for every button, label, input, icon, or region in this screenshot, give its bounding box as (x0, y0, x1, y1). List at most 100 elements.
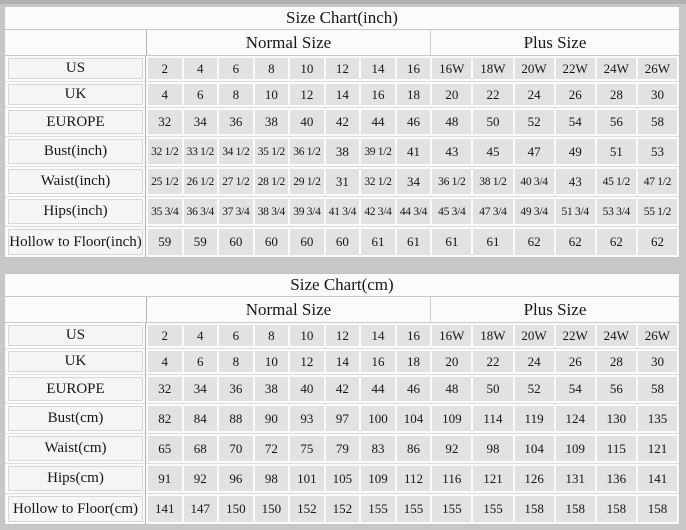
row-label-cell: Waist(cm) (5, 434, 146, 463)
size-value-cell: 46 (396, 110, 431, 134)
size-value-cell: 32 (148, 377, 182, 401)
size-value-cell: 54 (555, 110, 595, 134)
size-value-cell: 16 (361, 84, 395, 105)
page-background: Size Chart(inch) Normal Size Plus Size U… (0, 4, 686, 525)
size-value-cell: 155 (473, 496, 513, 522)
size-value-cell: 60 (290, 229, 324, 255)
row-label-cell: US (5, 56, 146, 81)
size-value-cell: 130 (596, 406, 636, 431)
size-value-cell: 34 1/2 (219, 139, 253, 164)
size-value-cell: 152 (290, 496, 324, 522)
size-value-cell: 8 (254, 325, 289, 346)
size-value-cell: 30 (637, 351, 677, 372)
size-value-cell: 46 (396, 377, 431, 401)
row-label: US (8, 58, 143, 79)
size-value-cell: 109 (555, 436, 595, 461)
row-label: EUROPE (8, 110, 143, 134)
size-value-cell: 101 (290, 466, 324, 491)
size-value-cell: 34 (183, 377, 218, 401)
size-value-cell: 32 1/2 (361, 169, 395, 194)
size-value-cell: 43 (555, 169, 595, 194)
row-values: 91 92 96 98 101 105 109 112 116 121 126 131 136 141 (146, 464, 679, 493)
row-label: US (8, 325, 143, 346)
size-value-cell: 121 (473, 466, 513, 491)
row-label: Waist(inch) (8, 169, 143, 194)
size-value-cell: 4 (183, 58, 218, 79)
size-value-cell: 6 (183, 351, 218, 372)
size-value-cell: 10 (290, 325, 324, 346)
size-value-cell: 98 (473, 436, 513, 461)
size-value-cell: 42 3/4 (361, 199, 395, 224)
size-value-cell: 36 (219, 110, 253, 134)
size-value-cell: 50 (473, 110, 513, 134)
size-value-cell: 147 (183, 496, 218, 522)
size-value-cell: 35 1/2 (254, 139, 289, 164)
size-value-cell: 24W (596, 325, 636, 346)
size-value-cell: 109 (432, 406, 472, 431)
size-value-cell: 38 1/2 (473, 169, 513, 194)
size-value-cell: 91 (148, 466, 182, 491)
size-value-cell: 53 (637, 139, 677, 164)
size-value-cell: 20 (432, 84, 472, 105)
size-value-cell: 97 (325, 406, 360, 431)
table-row: US 2 4 6 8 10 12 14 16 16W 18W 20W 22W 24W 26W (5, 323, 679, 349)
size-chart-table-inch: Size Chart(inch) Normal Size Plus Size U… (4, 6, 680, 258)
size-value-cell: 29 1/2 (290, 169, 324, 194)
table-row: Waist(inch) 25 1/2 26 1/2 27 1/2 28 1/2 29 1/… (5, 167, 679, 197)
table-row: Hollow to Floor(cm) 141 147 150 150 152 152 155… (5, 494, 679, 524)
row-label: Hollow to Floor(inch) (8, 229, 143, 255)
size-value-cell: 36 3/4 (183, 199, 218, 224)
size-value-cell: 10 (254, 84, 289, 105)
size-value-cell: 68 (183, 436, 218, 461)
size-value-cell: 38 (254, 110, 289, 134)
size-value-cell: 45 3/4 (432, 199, 472, 224)
size-value-cell: 26 (555, 84, 595, 105)
size-value-cell: 4 (183, 325, 218, 346)
size-value-cell: 150 (219, 496, 253, 522)
table-row: Waist(cm) 65 68 70 72 75 79 83 86 92 98 104 109 115 12… (5, 434, 679, 464)
size-value-cell: 48 (432, 110, 472, 134)
row-label: UK (8, 351, 143, 372)
size-value-cell: 93 (290, 406, 324, 431)
size-value-cell: 155 (361, 496, 395, 522)
size-value-cell: 22W (555, 58, 595, 79)
table-gap (4, 258, 682, 273)
size-value-cell: 158 (555, 496, 595, 522)
size-value-cell: 158 (514, 496, 554, 522)
size-value-cell: 24 (514, 84, 554, 105)
size-value-cell: 34 (183, 110, 218, 134)
size-value-cell: 104 (396, 406, 431, 431)
size-value-cell: 49 3/4 (514, 199, 554, 224)
size-value-cell: 59 (148, 229, 182, 255)
size-value-cell: 20W (514, 58, 554, 79)
size-value-cell: 131 (555, 466, 595, 491)
size-value-cell: 16 (361, 351, 395, 372)
size-value-cell: 152 (325, 496, 360, 522)
size-value-cell: 28 1/2 (254, 169, 289, 194)
size-value-cell: 32 1/2 (148, 139, 182, 164)
size-value-cell: 12 (290, 351, 324, 372)
size-value-cell: 121 (637, 436, 677, 461)
size-value-cell: 58 (637, 110, 677, 134)
row-values: 82 84 88 90 93 97 100 104 109 114 119 124 130 135 (146, 404, 679, 433)
table-row: Hips(cm) 91 92 96 98 101 105 109 112 116 121 126 131… (5, 464, 679, 494)
size-value-cell: 12 (325, 58, 360, 79)
size-value-cell: 44 (361, 377, 395, 401)
size-value-cell: 116 (432, 466, 472, 491)
size-value-cell: 92 (183, 466, 218, 491)
size-value-cell: 14 (361, 325, 395, 346)
column-group-header-row: Normal Size Plus Size (5, 297, 679, 323)
size-value-cell: 55 1/2 (637, 199, 677, 224)
size-value-cell: 48 (432, 377, 472, 401)
size-value-cell: 109 (361, 466, 395, 491)
row-label-cell: Hollow to Floor(cm) (5, 494, 146, 524)
size-value-cell: 49 (555, 139, 595, 164)
size-value-cell: 82 (148, 406, 182, 431)
size-value-cell: 150 (254, 496, 289, 522)
row-values: 141 147 150 150 152 152 155 155 155 155 158 158 158 1… (146, 494, 679, 524)
size-value-cell: 155 (396, 496, 431, 522)
size-value-cell: 135 (637, 406, 677, 431)
size-value-cell: 4 (148, 351, 182, 372)
size-value-cell: 27 1/2 (219, 169, 253, 194)
size-value-cell: 72 (254, 436, 289, 461)
